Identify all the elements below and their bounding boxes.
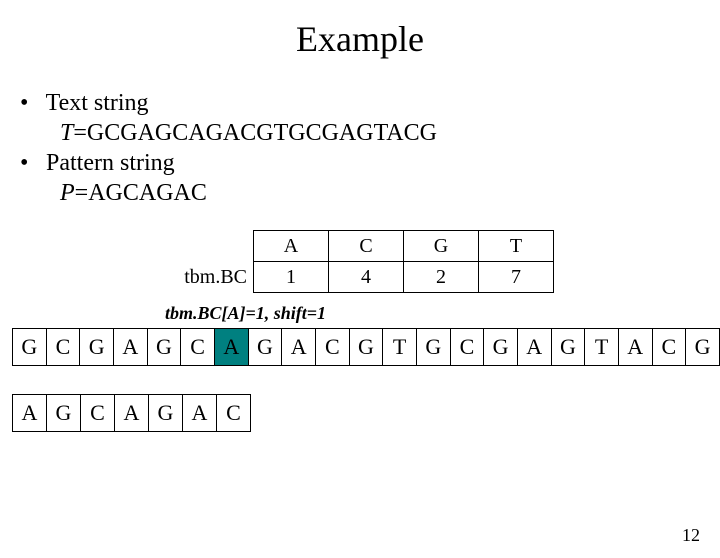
- text-cell: A: [618, 329, 652, 366]
- text-cell: T: [585, 329, 619, 366]
- text-strip: GCGAGCAGACGTGCGAGTACG: [12, 328, 720, 366]
- text-cell: G: [686, 329, 720, 366]
- pattern-cell: C: [217, 395, 251, 432]
- bc-value: 4: [329, 262, 404, 293]
- page-number: 12: [682, 525, 700, 546]
- bad-char-table: A C G T tbm.BC 1 4 2 7: [166, 230, 554, 293]
- pattern-cell: G: [47, 395, 81, 432]
- text-cell: G: [80, 329, 114, 366]
- shift-annotation: tbm.BC[A]=1, shift=1: [0, 303, 720, 324]
- bc-header: A: [254, 231, 329, 262]
- pattern-strip-wrap: AGCAGAC: [0, 394, 720, 432]
- text-cell: C: [181, 329, 215, 366]
- bc-corner: [166, 231, 254, 262]
- text-cell: G: [147, 329, 181, 366]
- bc-value: 1: [254, 262, 329, 293]
- text-cell: G: [13, 329, 47, 366]
- text-cell: G: [248, 329, 282, 366]
- text-cell: G: [416, 329, 450, 366]
- text-strip-wrap: GCGAGCAGACGTGCGAGTACG: [0, 328, 720, 366]
- text-cell: A: [214, 329, 248, 366]
- bullet-text-string: Text string T=GCGAGCAGACGTGCGAGTACG: [40, 88, 720, 148]
- bullet-list: Text string T=GCGAGCAGACGTGCGAGTACG Patt…: [0, 88, 720, 208]
- text-cell: G: [484, 329, 518, 366]
- text-cell: C: [450, 329, 484, 366]
- pattern-strip: AGCAGAC: [12, 394, 251, 432]
- pattern-cell: A: [115, 395, 149, 432]
- pattern-cell: A: [13, 395, 47, 432]
- text-cell: C: [46, 329, 80, 366]
- text-string-value: T=GCGAGCAGACGTGCGAGTACG: [40, 118, 720, 148]
- text-cell: A: [517, 329, 551, 366]
- pattern-string-value: P=AGCAGAC: [40, 178, 720, 208]
- slide-title: Example: [0, 18, 720, 60]
- bc-row-label: tbm.BC: [166, 262, 254, 293]
- bc-value: 2: [404, 262, 479, 293]
- text-cell: G: [551, 329, 585, 366]
- bc-header: T: [479, 231, 554, 262]
- pattern-cell: C: [81, 395, 115, 432]
- text-cell: G: [349, 329, 383, 366]
- bc-header: G: [404, 231, 479, 262]
- bad-char-table-wrap: A C G T tbm.BC 1 4 2 7: [0, 230, 720, 293]
- bullet-pattern-string: Pattern string P=AGCAGAC: [40, 148, 720, 208]
- bc-header: C: [329, 231, 404, 262]
- text-cell: C: [315, 329, 349, 366]
- text-cell: A: [282, 329, 316, 366]
- pattern-cell: G: [149, 395, 183, 432]
- bc-value: 7: [479, 262, 554, 293]
- text-cell: A: [113, 329, 147, 366]
- pattern-cell: A: [183, 395, 217, 432]
- text-cell: T: [383, 329, 417, 366]
- text-cell: C: [652, 329, 686, 366]
